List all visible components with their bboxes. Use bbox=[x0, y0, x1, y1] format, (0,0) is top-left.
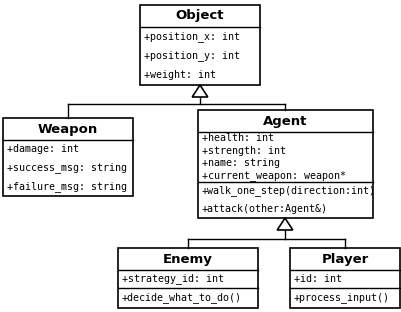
Text: +position_y: int: +position_y: int bbox=[144, 51, 240, 61]
Text: +attack(other:Agent&): +attack(other:Agent&) bbox=[201, 204, 328, 214]
Text: Weapon: Weapon bbox=[38, 123, 98, 135]
Bar bbox=[198, 110, 373, 218]
Polygon shape bbox=[277, 218, 293, 230]
Text: +damage: int: +damage: int bbox=[7, 144, 79, 154]
Text: +success_msg: string: +success_msg: string bbox=[7, 163, 127, 173]
Text: +id: int: +id: int bbox=[294, 274, 342, 284]
Bar bbox=[290, 248, 400, 308]
Text: +decide_what_to_do(): +decide_what_to_do() bbox=[122, 293, 242, 304]
Bar bbox=[140, 5, 260, 85]
Text: Player: Player bbox=[321, 252, 369, 266]
Text: +failure_msg: string: +failure_msg: string bbox=[7, 181, 127, 192]
Text: Object: Object bbox=[176, 9, 224, 22]
Text: Enemy: Enemy bbox=[163, 252, 213, 266]
Bar bbox=[118, 248, 258, 308]
Text: Agent: Agent bbox=[263, 115, 307, 128]
Text: +name: string: +name: string bbox=[201, 158, 279, 168]
Text: +strength: int: +strength: int bbox=[201, 146, 286, 156]
Text: +health: int: +health: int bbox=[201, 133, 273, 143]
Bar bbox=[3, 118, 133, 196]
Text: +position_x: int: +position_x: int bbox=[144, 31, 240, 42]
Text: +process_input(): +process_input() bbox=[294, 293, 390, 304]
Text: +weight: int: +weight: int bbox=[144, 70, 216, 80]
Text: +strategy_id: int: +strategy_id: int bbox=[122, 274, 224, 285]
Text: +current_weapon: weapon*: +current_weapon: weapon* bbox=[201, 170, 346, 181]
Polygon shape bbox=[192, 85, 208, 97]
Text: +walk_one_step(direction:int): +walk_one_step(direction:int) bbox=[201, 186, 375, 197]
